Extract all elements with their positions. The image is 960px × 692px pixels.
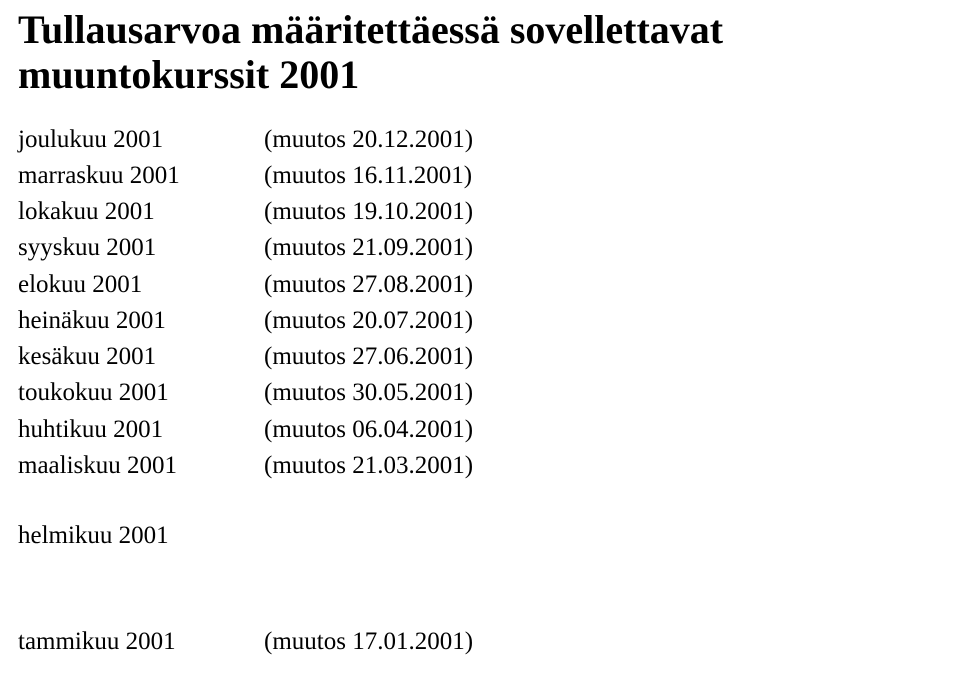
month-label: heinäkuu 2001: [18, 303, 264, 339]
list-item: elokuu 2001 (muutos 27.08.2001): [18, 267, 942, 303]
month-change: (muutos 17.01.2001): [264, 624, 473, 660]
month-label: helmikuu 2001: [18, 518, 264, 554]
month-label: huhtikuu 2001: [18, 412, 264, 448]
month-label: kesäkuu 2001: [18, 339, 264, 375]
month-label: maaliskuu 2001: [18, 448, 264, 484]
list-item-tammikuu: tammikuu 2001 (muutos 17.01.2001): [18, 624, 942, 660]
month-label: toukokuu 2001: [18, 375, 264, 411]
month-change: (muutos 27.06.2001): [264, 339, 473, 375]
month-label: marraskuu 2001: [18, 158, 264, 194]
month-label: syyskuu 2001: [18, 230, 264, 266]
list-item: heinäkuu 2001 (muutos 20.07.2001): [18, 303, 942, 339]
month-change: (muutos 21.03.2001): [264, 448, 473, 484]
month-change: (muutos 30.05.2001): [264, 375, 473, 411]
list-item: toukokuu 2001 (muutos 30.05.2001): [18, 375, 942, 411]
list-item: syyskuu 2001 (muutos 21.09.2001): [18, 230, 942, 266]
list-item: lokakuu 2001 (muutos 19.10.2001): [18, 194, 942, 230]
month-label: tammikuu 2001: [18, 624, 264, 660]
list-item-helmikuu: helmikuu 2001: [18, 518, 942, 554]
month-change: (muutos 20.12.2001): [264, 122, 473, 158]
month-change: (muutos 27.08.2001): [264, 267, 473, 303]
month-change: (muutos 21.09.2001): [264, 230, 473, 266]
month-change: (muutos 20.07.2001): [264, 303, 473, 339]
month-change: (muutos 06.04.2001): [264, 412, 473, 448]
month-change: (muutos 16.11.2001): [264, 158, 472, 194]
month-label: elokuu 2001: [18, 267, 264, 303]
list-item: huhtikuu 2001 (muutos 06.04.2001): [18, 412, 942, 448]
list-item: maaliskuu 2001 (muutos 21.03.2001): [18, 448, 942, 484]
list-item: kesäkuu 2001 (muutos 27.06.2001): [18, 339, 942, 375]
spacer: [18, 554, 942, 624]
page: Tullausarvoa määritettäessä sovellettava…: [0, 0, 960, 692]
list-item: marraskuu 2001 (muutos 16.11.2001): [18, 158, 942, 194]
title-line-1: Tullausarvoa määritettäessä sovellettava…: [18, 8, 942, 53]
spacer: [18, 484, 942, 518]
month-list: joulukuu 2001 (muutos 20.12.2001) marras…: [18, 122, 942, 661]
title-line-2: muuntokurssit 2001: [18, 53, 942, 98]
month-label: joulukuu 2001: [18, 122, 264, 158]
month-change: (muutos 19.10.2001): [264, 194, 473, 230]
list-item: joulukuu 2001 (muutos 20.12.2001): [18, 122, 942, 158]
page-title: Tullausarvoa määritettäessä sovellettava…: [18, 8, 942, 98]
month-label: lokakuu 2001: [18, 194, 264, 230]
